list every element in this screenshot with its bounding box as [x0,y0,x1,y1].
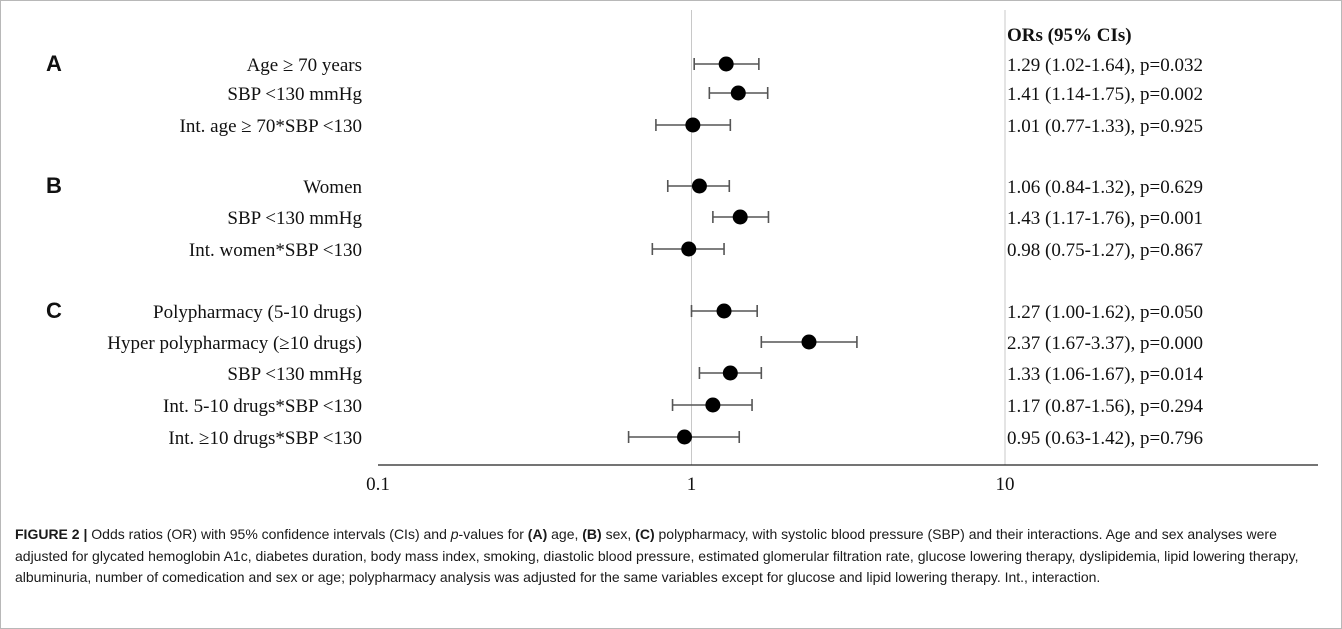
or-value-text: 1.41 (1.14-1.75), p=0.002 [1007,84,1203,105]
or-point [716,303,732,319]
or-values: 1.29 (1.02-1.64), p=0.032 1.41 (1.14-1.75… [1007,55,1203,449]
or-point [677,429,693,445]
caption-text-5: polypharmacy, with systolic blood pressu… [15,526,1299,585]
panel-letter-b: B [46,173,62,198]
or-value-text: 0.95 (0.63-1.42), p=0.796 [1007,428,1203,449]
row-label: Polypharmacy (5-10 drugs) [153,302,362,323]
x-tick-label: 0.1 [366,474,390,495]
or-point [730,85,746,101]
or-value-text: 1.06 (0.84-1.32), p=0.629 [1007,177,1203,198]
or-value-text: 1.29 (1.02-1.64), p=0.032 [1007,55,1203,76]
figure-caption: FIGURE 2 | Odds ratios (OR) with 95% con… [15,524,1327,589]
caption-label-b: (B) [582,526,602,542]
panel-letter-a: A [46,51,62,76]
row-label: Age ≥ 70 years [247,55,362,76]
or-point [691,178,707,194]
row-label: SBP <130 mmHg [227,364,362,385]
caption-text-3: age, [547,526,583,542]
or-value-text: 2.37 (1.67-3.37), p=0.000 [1007,333,1203,354]
caption-label-c: (C) [635,526,655,542]
or-point [718,56,734,72]
or-column-header: ORs (95% CIs) [1007,25,1132,46]
or-value-text: 1.27 (1.00-1.62), p=0.050 [1007,302,1203,323]
caption-text-2: -values for [458,526,528,542]
row-label: Int. ≥10 drugs*SBP <130 [168,428,362,449]
or-value-text: 1.17 (0.87-1.56), p=0.294 [1007,396,1203,417]
panel-letters: A B C [46,51,62,323]
caption-p-italic: p [450,526,459,542]
or-value-text: 1.01 (0.77-1.33), p=0.925 [1007,116,1203,137]
x-tick-label: 1 [687,474,697,495]
panel-letter-c: C [46,298,62,323]
row-labels: Age ≥ 70 years SBP <130 mmHg Int. age ≥ 70… [107,55,362,449]
or-point [722,365,738,381]
row-label: Int. women*SBP <130 [189,240,362,261]
caption-label: FIGURE 2 | [15,526,88,542]
forest-plot: 0.1 1 10 ORs (95% CIs) A B C Age ≥ 70 years S… [46,10,1318,495]
row-label: Int. age ≥ 70*SBP <130 [180,116,362,137]
caption-label-a: (A) [527,526,548,542]
or-point [801,334,817,350]
or-value-text: 0.98 (0.75-1.27), p=0.867 [1007,240,1203,261]
or-point [705,397,721,413]
row-label: Int. 5-10 drugs*SBP <130 [163,396,362,417]
or-value-text: 1.33 (1.06-1.67), p=0.014 [1007,364,1203,385]
or-markers [627,56,858,445]
caption-text-1: Odds ratios (OR) with 95% confidence int… [87,526,451,542]
or-value-text: 1.43 (1.17-1.76), p=0.001 [1007,208,1203,229]
gridlines [691,10,1006,465]
row-label: Hyper polypharmacy (≥10 drugs) [107,333,362,354]
x-tick-labels: 0.1 1 10 [366,474,1014,495]
caption-text-4: sex, [601,526,636,542]
or-point [732,209,748,225]
or-point [681,241,697,257]
x-tick-label: 10 [996,474,1015,495]
or-point [685,117,701,133]
row-label: SBP <130 mmHg [227,208,362,229]
row-label: SBP <130 mmHg [227,84,362,105]
row-label: Women [303,177,362,198]
